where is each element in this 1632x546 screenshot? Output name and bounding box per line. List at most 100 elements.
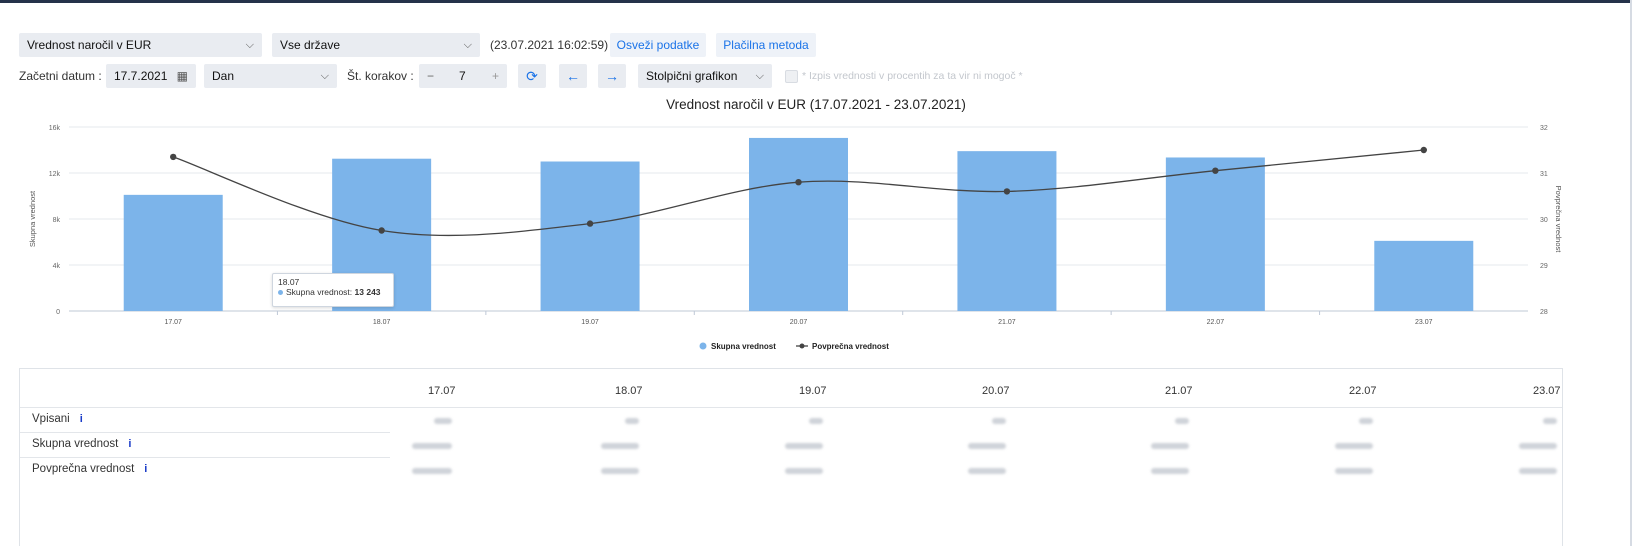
redacted-cell-value (992, 418, 1006, 424)
redacted-cell-value (1519, 443, 1557, 449)
redacted-cell-value (785, 443, 823, 449)
x-tick-label: 22.07 (1207, 319, 1225, 326)
country-select-value: Vse države (280, 38, 341, 52)
line-point (586, 220, 594, 227)
last-updated-timestamp: (23.07.2021 16:02:59) (490, 38, 609, 52)
chart-type-select[interactable]: Stolpični grafikon ⌵ (638, 64, 772, 88)
legend-marker-point (799, 343, 805, 349)
legend-marker-bar (699, 342, 707, 350)
chevron-down-icon: ⌵ (320, 70, 329, 82)
x-tick-label: 17.07 (164, 319, 182, 326)
row-divider (20, 432, 390, 433)
table-column-header: 19.07 (799, 385, 827, 397)
redacted-cell-value (1175, 418, 1189, 424)
start-date-input[interactable]: 17.7.2021 ▦ (106, 64, 196, 88)
bar (540, 161, 640, 311)
redacted-cell-value (1151, 443, 1189, 449)
calendar-icon: ▦ (176, 69, 188, 83)
table-column-header: 22.07 (1349, 385, 1377, 397)
redacted-cell-value (434, 418, 452, 424)
chevron-down-icon: ⌵ (463, 39, 472, 51)
table-column-header: 23.07 (1533, 385, 1561, 397)
y-tick-label: 8k (53, 217, 61, 224)
reload-icon[interactable]: ⟳ (518, 64, 546, 88)
combo-chart: 0 4k 8k 12k 16k 28 29 30 31 32 Skupna vrednost Povp… (28, 125, 1563, 351)
line-point (1212, 167, 1219, 174)
info-icon[interactable]: i (79, 413, 83, 425)
bar (957, 151, 1057, 311)
redacted-cell-value (968, 443, 1006, 449)
redacted-cell-value (1335, 443, 1373, 449)
chart-tooltip: 18.07 Skupna vrednost: 13 243 (272, 273, 394, 307)
table-column-header: 21.07 (1165, 385, 1193, 397)
period-select-value: Dan (212, 69, 235, 83)
redacted-cell-value (625, 418, 639, 424)
x-tick-label: 21.07 (998, 319, 1016, 326)
redacted-cell-value (601, 468, 639, 474)
redacted-cell-value (785, 468, 823, 474)
chart-type-value: Stolpični grafikon (646, 69, 738, 83)
bar (123, 194, 223, 311)
line-point (170, 153, 177, 161)
line-point (1003, 188, 1011, 195)
table-row-label: Vpisani i (32, 413, 83, 425)
period-select[interactable]: Dan ⌵ (204, 64, 337, 88)
bar (1374, 240, 1474, 311)
steps-minus-button[interactable]: − (427, 69, 435, 83)
y-axis-title: Skupna vrednost (28, 190, 37, 247)
info-icon[interactable]: i (128, 438, 132, 450)
bar (749, 137, 848, 311)
y2-tick-label: 29 (1540, 263, 1548, 270)
table-column-header: 17.07 (428, 385, 456, 397)
y-tick-label: 16k (49, 125, 61, 132)
chart-title: Vrednost naročil v EUR (17.07.2021 - 23.… (666, 97, 966, 112)
steps-value: 7 (459, 69, 466, 83)
redacted-cell-value (1359, 418, 1373, 424)
scrollbar-track[interactable] (1630, 0, 1632, 546)
y-tick-label: 4k (53, 263, 61, 270)
start-date-label: Začetni datum : (19, 69, 102, 83)
y2-tick-label: 32 (1540, 125, 1548, 132)
row-divider (20, 407, 1562, 408)
y2-tick-label: 31 (1540, 171, 1548, 178)
country-select[interactable]: Vse države ⌵ (272, 33, 480, 57)
steps-label: Št. korakov : (347, 69, 414, 83)
redacted-cell-value (968, 468, 1006, 474)
tooltip-label: Skupna vrednost: (286, 287, 353, 297)
redacted-cell-value (1151, 468, 1189, 474)
row-divider (20, 457, 390, 458)
redacted-cell-value (1519, 468, 1557, 474)
steps-stepper[interactable]: − 7 + (419, 64, 507, 88)
arrow-left-icon[interactable]: ← (559, 64, 587, 88)
y2-tick-label: 30 (1540, 217, 1548, 224)
y2-tick-label: 28 (1540, 309, 1548, 316)
table-column-header: 20.07 (982, 385, 1010, 397)
chevron-down-icon: ⌵ (245, 39, 254, 51)
y-tick-label: 0 (56, 309, 60, 316)
x-tick-label: 20.07 (790, 319, 808, 326)
line-point (1420, 146, 1427, 154)
percent-checkbox[interactable] (785, 70, 798, 83)
metric-select[interactable]: Vrednost naročil v EUR ⌵ (19, 33, 262, 57)
start-date-value: 17.7.2021 (114, 69, 168, 83)
bar (1165, 157, 1265, 311)
metric-select-value: Vrednost naročil v EUR (27, 38, 152, 52)
refresh-data-button[interactable]: Osveži podatke (610, 33, 706, 57)
redacted-cell-value (412, 468, 452, 474)
legend-label: Skupna vrednost (711, 342, 776, 351)
legend-label: Povprečna vrednost (812, 342, 889, 351)
redacted-cell-value (601, 443, 639, 449)
payment-method-button[interactable]: Plačilna metoda (716, 33, 816, 57)
x-tick-label: 18.07 (373, 319, 391, 326)
tooltip-marker (278, 290, 283, 295)
y-tick-label: 12k (49, 171, 61, 178)
data-table: 17.07 18.07 19.07 20.07 21.07 22.07 23.07 Vpis… (19, 368, 1563, 546)
line-point (795, 179, 802, 186)
chevron-down-icon: ⌵ (755, 70, 764, 82)
steps-plus-button[interactable]: + (492, 69, 500, 83)
redacted-cell-value (412, 443, 452, 449)
table-column-header: 18.07 (615, 385, 643, 397)
tooltip-value: 13 243 (354, 287, 381, 297)
info-icon[interactable]: i (144, 463, 148, 475)
arrow-right-icon[interactable]: → (598, 64, 626, 88)
